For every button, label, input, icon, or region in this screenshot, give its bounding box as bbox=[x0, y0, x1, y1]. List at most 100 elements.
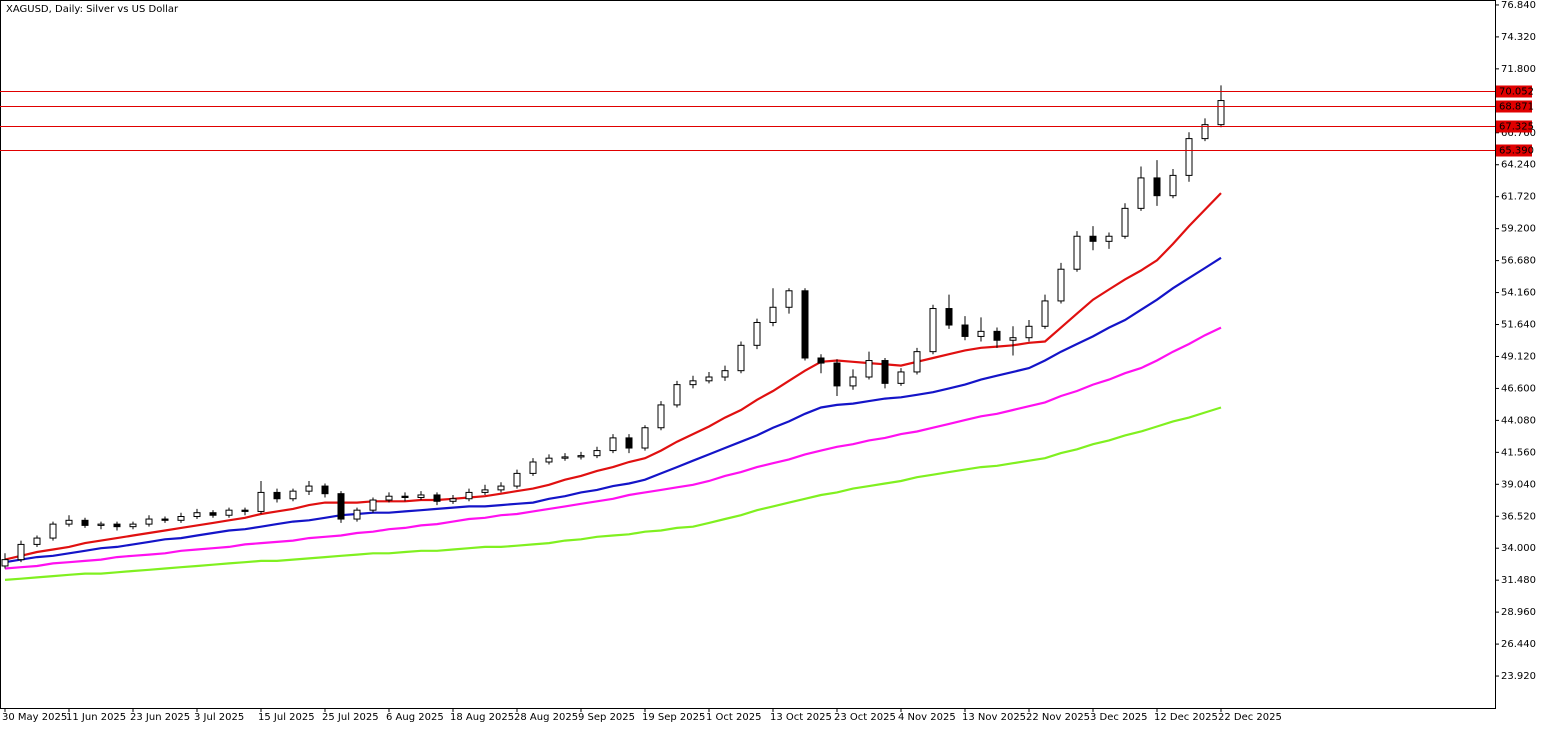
x-tick-label: 13 Oct 2025 bbox=[770, 712, 832, 723]
y-tick-label: 56.680 bbox=[1501, 256, 1536, 267]
y-tick-label: 74.320 bbox=[1501, 32, 1536, 43]
candle-body bbox=[769, 306, 777, 323]
candle-body bbox=[817, 357, 825, 364]
x-tick-label: 18 Aug 2025 bbox=[450, 712, 514, 723]
candle-body bbox=[497, 485, 505, 491]
candle-body bbox=[641, 427, 649, 449]
candle-body bbox=[113, 523, 121, 528]
x-tick-label: 25 Jul 2025 bbox=[322, 712, 379, 723]
x-tick-label: 30 May 2025 bbox=[2, 712, 67, 723]
candle-body bbox=[705, 376, 713, 382]
candle-body bbox=[833, 362, 841, 387]
y-tick-label: 28.960 bbox=[1501, 607, 1536, 618]
candle-body bbox=[177, 516, 185, 521]
candle-body bbox=[673, 384, 681, 406]
candle-body bbox=[1201, 124, 1209, 140]
candle-body bbox=[401, 495, 409, 498]
y-tick-label: 66.760 bbox=[1501, 128, 1536, 139]
y-tick-label: 41.560 bbox=[1501, 447, 1536, 458]
moving-average-line bbox=[4, 256, 1222, 564]
candle-body bbox=[1057, 268, 1065, 302]
candle-body bbox=[1217, 100, 1225, 126]
level-label-bg bbox=[1496, 144, 1532, 157]
candle-body bbox=[625, 437, 633, 449]
y-tick-label: 49.120 bbox=[1501, 351, 1536, 362]
level-label: 65.390 bbox=[1499, 146, 1534, 157]
y-tick-label: 71.800 bbox=[1501, 64, 1536, 75]
x-tick-label: 3 Dec 2025 bbox=[1090, 712, 1148, 723]
y-tick-label: 31.480 bbox=[1501, 575, 1536, 586]
candle-body bbox=[545, 457, 553, 463]
moving-average-line bbox=[4, 326, 1222, 570]
candle-body bbox=[945, 308, 953, 326]
candle-body bbox=[273, 491, 281, 500]
candle-body bbox=[145, 518, 153, 525]
y-tick-label: 76.840 bbox=[1501, 0, 1536, 11]
x-tick-label: 23 Oct 2025 bbox=[834, 712, 896, 723]
x-tick-label: 11 Jun 2025 bbox=[66, 712, 126, 723]
candle-body bbox=[1185, 138, 1193, 176]
candle-body bbox=[129, 523, 137, 528]
y-tick-label: 59.200 bbox=[1501, 224, 1536, 235]
candle-body bbox=[753, 321, 761, 346]
candle-body bbox=[433, 494, 441, 502]
candle-body bbox=[481, 489, 489, 493]
y-tick-label: 23.920 bbox=[1501, 671, 1536, 682]
candle-body bbox=[513, 472, 521, 487]
candle-body bbox=[993, 330, 1001, 341]
y-tick-label: 26.440 bbox=[1501, 639, 1536, 650]
candle-body bbox=[305, 485, 313, 492]
candle-body bbox=[929, 308, 937, 353]
candle-body bbox=[97, 523, 105, 526]
candle-body bbox=[865, 360, 873, 378]
x-tick-label: 3 Jul 2025 bbox=[194, 712, 244, 723]
candle-body bbox=[225, 509, 233, 516]
x-tick-label: 6 Aug 2025 bbox=[386, 712, 444, 723]
x-tick-label: 4 Nov 2025 bbox=[898, 712, 956, 723]
candle-body bbox=[913, 351, 921, 373]
candle-body bbox=[657, 404, 665, 429]
candle-body bbox=[737, 344, 745, 372]
candle-body bbox=[609, 437, 617, 452]
candle-body bbox=[977, 330, 985, 337]
x-tick-label: 9 Sep 2025 bbox=[578, 712, 635, 723]
x-tick-label: 1 Oct 2025 bbox=[706, 712, 761, 723]
candle-body bbox=[369, 499, 377, 511]
y-tick-label: 61.720 bbox=[1501, 192, 1536, 203]
candle-body bbox=[417, 494, 425, 498]
y-tick-label: 44.080 bbox=[1501, 415, 1536, 426]
candle-body bbox=[721, 370, 729, 378]
x-tick-label: 22 Nov 2025 bbox=[1026, 712, 1090, 723]
candle-body bbox=[561, 456, 569, 459]
candle-body bbox=[465, 491, 473, 500]
candle-body bbox=[257, 491, 265, 512]
y-tick-label: 46.600 bbox=[1501, 383, 1536, 394]
chart-title: XAGUSD, Daily: Silver vs US Dollar bbox=[6, 4, 179, 15]
y-tick-label: 64.240 bbox=[1501, 160, 1536, 171]
moving-average-line bbox=[4, 406, 1222, 581]
candle-body bbox=[577, 455, 585, 458]
candle-body bbox=[801, 290, 809, 359]
candle-body bbox=[1153, 177, 1161, 197]
candle-body bbox=[961, 324, 969, 337]
x-tick-label: 12 Dec 2025 bbox=[1154, 712, 1218, 723]
candle-body bbox=[81, 519, 89, 526]
candle-body bbox=[1137, 177, 1145, 209]
level-label: 68.871 bbox=[1499, 102, 1534, 113]
y-tick-label: 34.000 bbox=[1501, 543, 1536, 554]
candle-body bbox=[1169, 174, 1177, 197]
candle-body bbox=[49, 523, 57, 539]
candle-body bbox=[33, 537, 41, 545]
candle-body bbox=[1105, 235, 1113, 242]
x-tick-label: 22 Dec 2025 bbox=[1218, 712, 1282, 723]
candle-body bbox=[209, 512, 217, 516]
y-tick-label: 54.160 bbox=[1501, 288, 1536, 299]
x-tick-label: 13 Nov 2025 bbox=[962, 712, 1026, 723]
candle-body bbox=[849, 376, 857, 387]
candle-body bbox=[1025, 325, 1033, 339]
candle-body bbox=[1121, 207, 1129, 237]
candle-body bbox=[1073, 235, 1081, 270]
candle-body bbox=[689, 380, 697, 386]
level-label-bg bbox=[1496, 120, 1532, 133]
